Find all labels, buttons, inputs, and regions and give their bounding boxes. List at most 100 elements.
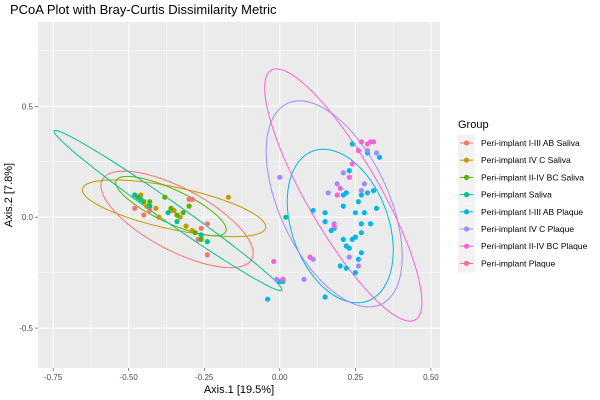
data-point [334, 192, 340, 198]
confidence-ellipse [53, 129, 283, 292]
y-axis-ticks: -0.5 0.0 0.5 [19, 102, 38, 333]
data-point [174, 212, 180, 218]
data-point [271, 258, 277, 265]
data-point [198, 225, 204, 231]
data-point [274, 276, 280, 282]
data-point [180, 210, 186, 216]
data-point [373, 205, 380, 211]
data-point [301, 276, 307, 282]
data-point [147, 203, 153, 209]
legend-key-point [463, 174, 470, 180]
legend: Group Peri-implant I-III AB SalivaPeri-i… [458, 119, 588, 273]
data-point [355, 256, 361, 262]
data-point [358, 230, 364, 236]
data-point [147, 199, 153, 205]
data-point [310, 207, 316, 214]
legend-label: Peri-implant I-III AB Plaque [481, 207, 583, 217]
legend-label: Peri-implant IV C Saliva [481, 155, 571, 165]
data-point [132, 205, 138, 211]
legend-items: Peri-implant I-III AB Saliva Peri-implant… [458, 135, 588, 273]
confidence-ellipse [264, 68, 423, 322]
data-point [307, 254, 313, 260]
data-point [358, 188, 364, 194]
data-point [352, 270, 358, 276]
data-point [186, 203, 192, 209]
x-axis-ticks: -0.75 -0.50 -0.25 0.00 0.25 0.50 [44, 368, 439, 382]
data-point [349, 141, 355, 147]
data-point [132, 192, 138, 198]
legend-key-point [463, 192, 470, 198]
data-point [355, 263, 361, 269]
data-point [192, 230, 198, 236]
data-point [147, 207, 153, 214]
data-point [358, 250, 364, 256]
data-point [225, 194, 231, 200]
data-point [168, 205, 174, 211]
data-point [189, 196, 195, 202]
legend-label: Peri-implant IV C Plaque [481, 224, 574, 234]
data-point [337, 263, 343, 269]
data-point [361, 210, 367, 216]
data-point [283, 214, 289, 220]
data-point [358, 192, 364, 198]
data-point [334, 181, 340, 187]
data-point [355, 199, 361, 205]
data-point [361, 181, 367, 187]
data-point [340, 236, 346, 242]
legend-label: Peri-implant Saliva [481, 190, 552, 200]
data-point [322, 219, 328, 225]
data-point [346, 168, 352, 174]
data-point [322, 210, 328, 216]
data-point [358, 221, 364, 227]
data-point [265, 296, 271, 302]
data-point [280, 276, 286, 282]
data-point [370, 188, 377, 194]
confidence-ellipse [286, 148, 394, 304]
data-point [352, 234, 358, 240]
data-point [355, 148, 361, 154]
data-point [346, 245, 352, 251]
data-point [367, 221, 374, 227]
x-axis-title: Axis.1 [19.5%] [204, 384, 274, 396]
data-point [277, 174, 283, 180]
data-point [358, 139, 364, 145]
legend-label: Peri-implant I-III AB Saliva [481, 138, 580, 148]
y-axis-title: Axis.2 [7.8%] [3, 163, 15, 227]
x-tick-label: -0.25 [195, 373, 214, 382]
data-point [165, 210, 171, 216]
legend-label: Peri-implant II-IV BC Plaque [481, 241, 588, 251]
data-point [364, 190, 371, 196]
data-point [376, 154, 383, 160]
confidence-ellipse [265, 100, 403, 308]
legend-key-point [463, 226, 470, 232]
data-point [156, 214, 162, 220]
data-point [343, 190, 349, 196]
data-point [346, 254, 352, 260]
data-point [204, 252, 210, 258]
data-point [141, 212, 147, 218]
data-point [373, 150, 380, 156]
data-point [340, 203, 346, 209]
x-tick-label: 0.00 [272, 373, 288, 382]
data-point [138, 196, 144, 202]
legend-key-point [463, 140, 470, 146]
data-point [331, 223, 337, 229]
data-point [204, 221, 210, 227]
legend-title: Group [458, 119, 489, 131]
data-point [343, 265, 349, 271]
data-point [352, 210, 358, 216]
data-point [204, 239, 210, 245]
legend-label: Peri-implant II-IV BC Saliva [481, 172, 584, 182]
x-tick-label: -0.75 [44, 373, 63, 382]
data-point [346, 174, 352, 180]
y-tick-label: 0.5 [22, 102, 34, 111]
data-point [198, 236, 204, 242]
data-point [153, 205, 159, 211]
data-point [337, 185, 343, 191]
y-tick-label: -0.5 [19, 324, 33, 333]
confidence-ellipse [100, 170, 254, 269]
data-point [349, 161, 355, 167]
data-points [132, 139, 383, 302]
chart-title: PCoA Plot with Bray-Curtis Dissimilarity… [10, 2, 277, 17]
legend-key-point [463, 243, 470, 249]
